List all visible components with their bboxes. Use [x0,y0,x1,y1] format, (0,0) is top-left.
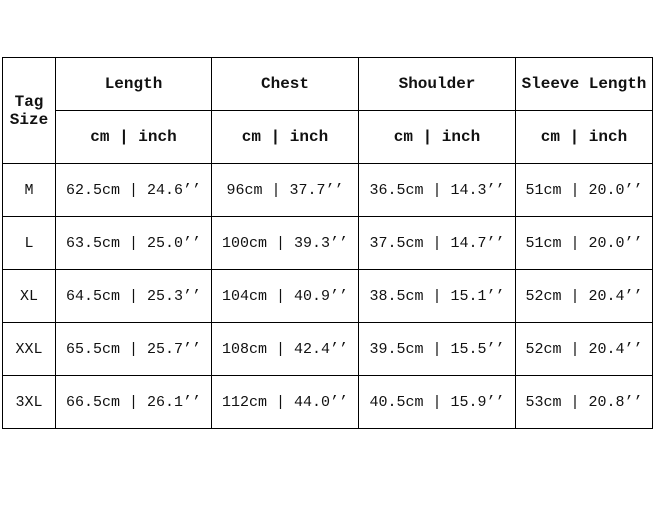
measurement-cell: 66.5cm | 26.1’’ [55,375,212,429]
measurement-cell: 100cm | 39.3’’ [211,216,359,270]
table-row: L 63.5cm | 25.0’’ 100cm | 39.3’’ 37.5cm | 1… [2,216,653,270]
table-row: M 62.5cm | 24.6’’ 96cm | 37.7’’ 36.5cm | 14… [2,163,653,217]
column-header-chest: Chest [211,57,359,111]
column-header-length: Length [55,57,212,111]
measurement-cell: 51cm | 20.0’’ [515,216,653,270]
unit-label: cm | inch [358,110,516,164]
measurement-cell: 53cm | 20.8’’ [515,375,653,429]
measurement-cell: 63.5cm | 25.0’’ [55,216,212,270]
unit-label: cm | inch [55,110,212,164]
measurement-cell: 51cm | 20.0’’ [515,163,653,217]
size-cell: XXL [2,322,56,376]
measurement-cell: 112cm | 44.0’’ [211,375,359,429]
table-row: XL 64.5cm | 25.3’’ 104cm | 40.9’’ 38.5cm | … [2,269,653,323]
measurement-cell: 64.5cm | 25.3’’ [55,269,212,323]
column-header-shoulder: Shoulder [358,57,516,111]
measurement-cell: 52cm | 20.4’’ [515,322,653,376]
size-chart-table: Tag Size Length Chest Shoulder Sleeve Len… [2,57,653,429]
measurement-cell: 62.5cm | 24.6’’ [55,163,212,217]
measurement-cell: 38.5cm | 15.1’’ [358,269,516,323]
table-row: 3XL 66.5cm | 26.1’’ 112cm | 44.0’’ 40.5cm |… [2,375,653,429]
size-cell: M [2,163,56,217]
unit-row: cm | inch cm | inch cm | inch cm | inch [3,110,653,164]
size-cell: 3XL [2,375,56,429]
measurement-cell: 104cm | 40.9’’ [211,269,359,323]
measurement-cell: 39.5cm | 15.5’’ [358,322,516,376]
size-cell: XL [2,269,56,323]
header-row: Tag Size Length Chest Shoulder Sleeve Len… [2,57,653,164]
tag-label: Tag [14,92,44,111]
size-label: Size [9,110,49,129]
measurement-cell: 36.5cm | 14.3’’ [358,163,516,217]
size-cell: L [2,216,56,270]
column-header-sleeve-length: Sleeve Length [515,57,653,111]
tag-size-header: Tag Size [2,57,56,164]
table-row: XXL 65.5cm | 25.7’’ 108cm | 42.4’’ 39.5cm |… [2,322,653,376]
measurement-cell: 40.5cm | 15.9’’ [358,375,516,429]
measurement-cell: 52cm | 20.4’’ [515,269,653,323]
measurement-cell: 96cm | 37.7’’ [211,163,359,217]
measurement-cell: 37.5cm | 14.7’’ [358,216,516,270]
unit-label: cm | inch [211,110,359,164]
measurement-cell: 108cm | 42.4’’ [211,322,359,376]
measurement-cell: 65.5cm | 25.7’’ [55,322,212,376]
unit-label: cm | inch [515,110,653,164]
